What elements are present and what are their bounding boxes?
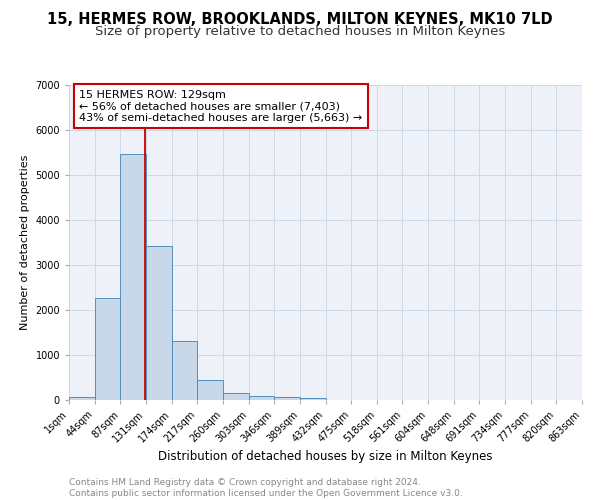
Bar [300, 398, 325, 400]
Bar [172, 341, 197, 400]
Bar [95, 298, 121, 400]
X-axis label: Distribution of detached houses by size in Milton Keynes: Distribution of detached houses by size … [158, 450, 493, 462]
Bar [197, 380, 223, 400]
Bar [146, 246, 172, 400]
Text: Size of property relative to detached houses in Milton Keynes: Size of property relative to detached ho… [95, 25, 505, 38]
Text: 15 HERMES ROW: 129sqm
← 56% of detached houses are smaller (7,403)
43% of semi-d: 15 HERMES ROW: 129sqm ← 56% of detached … [79, 90, 362, 123]
Y-axis label: Number of detached properties: Number of detached properties [20, 155, 30, 330]
Bar [69, 398, 95, 400]
Bar [274, 397, 300, 400]
Text: Contains HM Land Registry data © Crown copyright and database right 2024.
Contai: Contains HM Land Registry data © Crown c… [69, 478, 463, 498]
Bar [248, 396, 274, 400]
Text: 15, HERMES ROW, BROOKLANDS, MILTON KEYNES, MK10 7LD: 15, HERMES ROW, BROOKLANDS, MILTON KEYNE… [47, 12, 553, 28]
Bar [223, 392, 248, 400]
Bar [121, 154, 146, 400]
